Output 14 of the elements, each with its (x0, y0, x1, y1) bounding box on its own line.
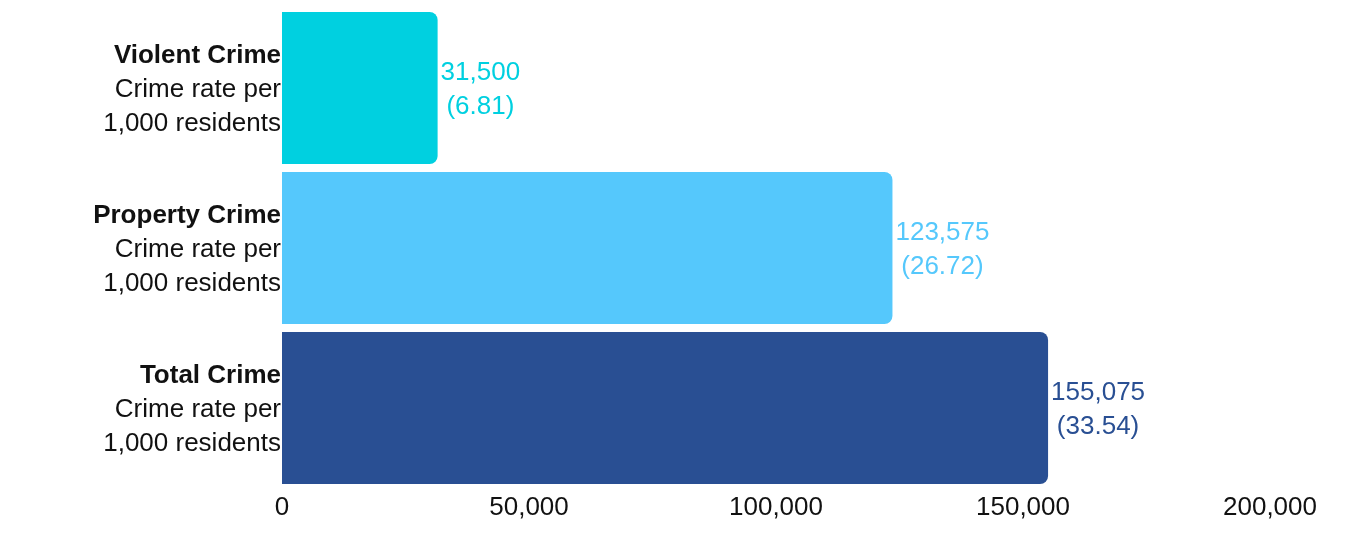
bar (282, 332, 1049, 484)
x-tick-label: 100,000 (729, 491, 823, 521)
x-tick-label: 0 (274, 491, 290, 521)
data-label: 31,500 (6.81) (440, 56, 521, 120)
data-label: 155,075 (33.54) (1051, 376, 1146, 440)
bar (282, 12, 438, 164)
y-tick-label: Violent Crime Crime rate per 1,000 residents (103, 39, 282, 137)
data-label: 123,575 (26.72) (895, 216, 990, 280)
bar (282, 172, 893, 324)
x-tick-label: 50,000 (489, 491, 569, 521)
x-tick-label: 150,000 (976, 491, 1070, 521)
y-tick-label: Total Crime Crime rate per 1,000 residents (103, 359, 282, 457)
y-tick-label: Property Crime Crime rate per 1,000 residents (93, 199, 282, 297)
x-tick-label: 200,000 (1223, 491, 1317, 521)
